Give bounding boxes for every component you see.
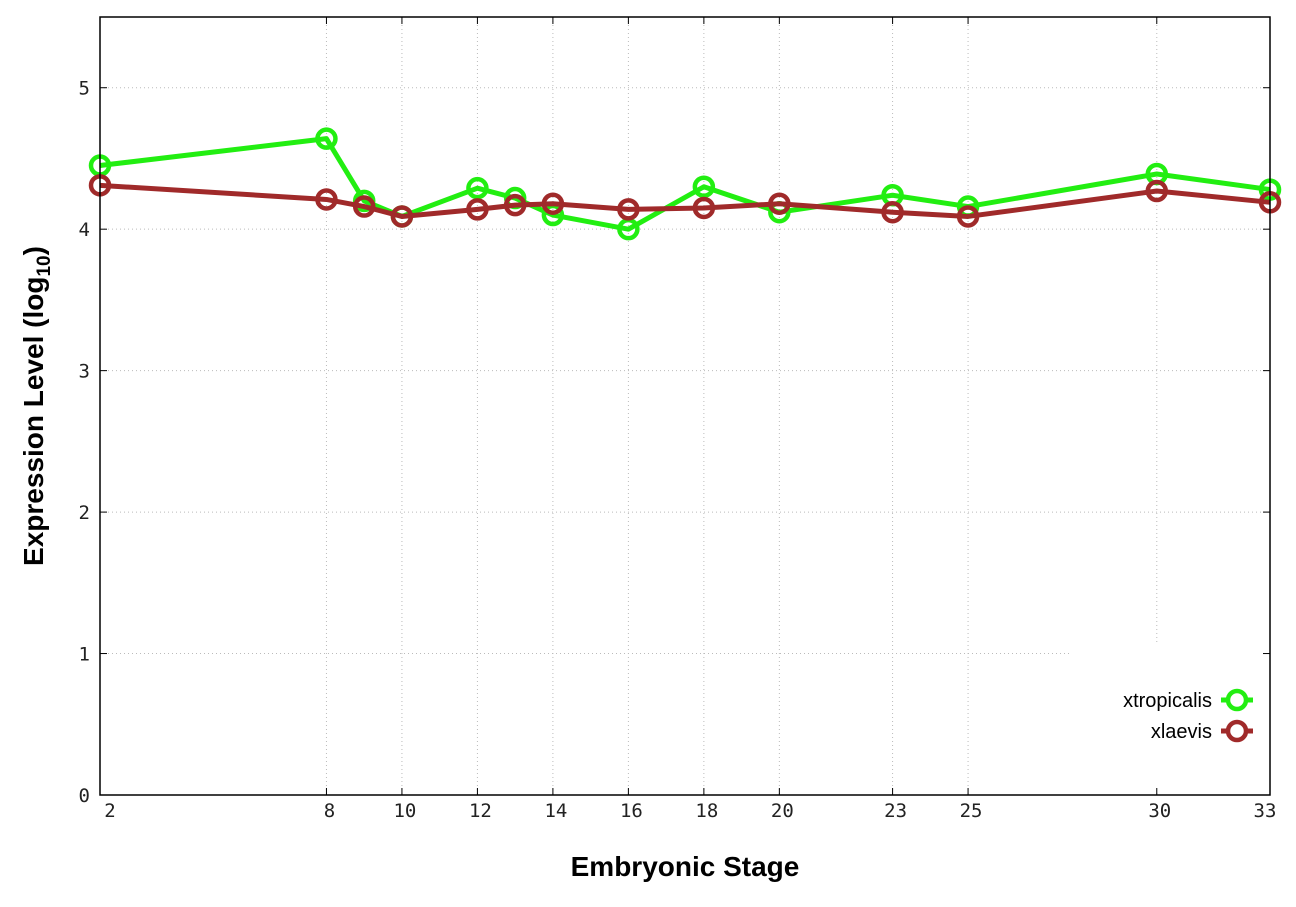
data-point-xlaevis	[315, 188, 338, 211]
y-tick-label: 5	[79, 78, 90, 100]
data-point-xlaevis	[617, 198, 640, 221]
y-tick-label: 1	[79, 644, 90, 666]
plot-frame	[99, 16, 1271, 796]
y-tick-label: 2	[79, 502, 90, 524]
plot-series	[88, 127, 1282, 241]
legend: xtropicalis xlaevis	[1072, 645, 1268, 793]
y-axis-title-main: Expression Level (log	[18, 277, 49, 566]
data-point-xtropicalis	[692, 175, 716, 198]
y-axis-title-subscript: 10	[34, 255, 55, 276]
y-tick-label: 3	[79, 361, 90, 383]
legend-label-xlaevis: xlaevis	[1151, 721, 1212, 743]
data-point-xlaevis	[881, 200, 904, 224]
x-tick-label: 8	[324, 800, 335, 822]
y-tick-label: 4	[79, 219, 90, 241]
x-tick-label: 16	[620, 800, 643, 822]
legend-background	[1072, 645, 1268, 793]
data-point-xlaevis	[352, 195, 376, 218]
data-point-xlaevis	[541, 192, 565, 215]
series-line-xtropicalis	[99, 136, 1271, 232]
x-tick-label: 33	[1254, 800, 1277, 822]
series-line-xlaevis	[99, 182, 1271, 219]
x-tick-label: 14	[544, 800, 567, 822]
x-tick-label: 10	[393, 800, 416, 822]
x-tick-label: 23	[884, 800, 907, 822]
data-point-xlaevis	[390, 205, 414, 228]
data-point-xtropicalis	[315, 127, 338, 150]
legend-swatch-marker	[1225, 719, 1249, 743]
x-tick-label: 18	[695, 800, 718, 822]
data-point-xlaevis	[956, 205, 980, 228]
x-tick-label: 20	[771, 800, 794, 822]
y-axis-title-close: )	[18, 246, 49, 255]
x-tick-label: 30	[1148, 800, 1171, 822]
y-axis-title: Expression Level (log10)	[18, 246, 55, 566]
y-tick-label: 0	[79, 785, 90, 807]
data-point-xlaevis	[503, 193, 527, 217]
data-point-xlaevis	[1145, 179, 1169, 203]
legend-swatch-marker	[1225, 688, 1249, 712]
legend-label-xtropicalis: xtropicalis	[1123, 690, 1212, 712]
data-point-xtropicalis	[466, 176, 489, 200]
x-tick-label: 25	[960, 800, 983, 822]
data-point-xlaevis	[466, 198, 489, 221]
x-axis-title: Embryonic Stage	[571, 851, 800, 882]
x-tick-label: 12	[469, 800, 492, 822]
grid-lines	[100, 17, 1270, 795]
data-point-xlaevis	[768, 192, 791, 215]
x-tick-label: 2	[104, 800, 115, 822]
data-point-xlaevis	[692, 196, 716, 220]
